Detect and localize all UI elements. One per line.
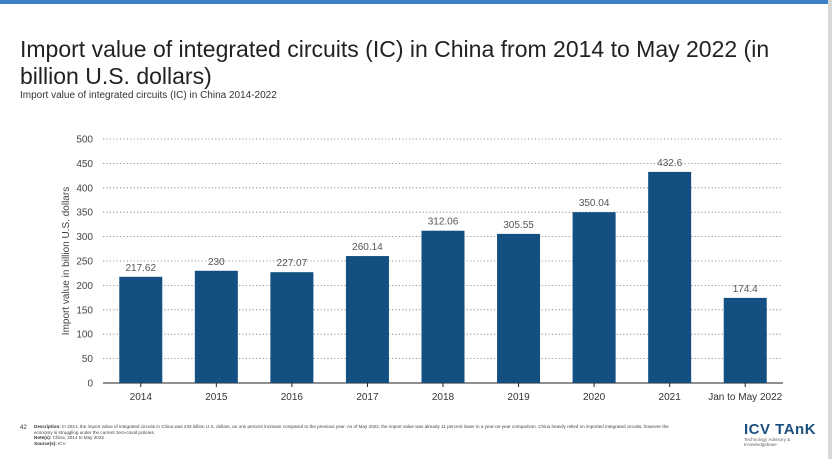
page-number: 42: [20, 425, 27, 431]
bar-value-label: 260.14: [352, 242, 383, 253]
footer-notes: Description: In 2021, the import value o…: [34, 424, 674, 446]
bar: [194, 270, 238, 383]
y-tick-label: 500: [76, 135, 93, 146]
chart-subtitle: Import value of integrated circuits (IC)…: [20, 90, 277, 101]
bar: [345, 256, 389, 383]
brand-logo: ICV TAnK: [744, 421, 817, 438]
y-tick-label: 300: [76, 232, 93, 243]
x-tick-label: 2019: [507, 392, 530, 403]
y-tick-label: 50: [82, 354, 94, 365]
notes-line: Note(s): China; 2014 to May 2022: [34, 435, 674, 441]
y-tick-label: 200: [76, 281, 93, 292]
bar: [270, 272, 314, 383]
page-title: Import value of integrated circuits (IC)…: [20, 36, 770, 89]
bar-value-label: 227.07: [277, 258, 308, 269]
x-tick-label: 2017: [356, 392, 379, 403]
x-tick-label: 2020: [583, 392, 606, 403]
bar-value-label: 312.06: [428, 217, 459, 228]
bar: [572, 212, 616, 383]
bar-value-label: 217.62: [125, 263, 156, 274]
bar: [497, 233, 541, 383]
y-tick-label: 250: [76, 257, 93, 268]
bar-value-label: 432.6: [657, 158, 682, 169]
top-accent-bar: [0, 0, 832, 4]
bar: [119, 276, 163, 383]
y-tick-label: 100: [76, 330, 93, 341]
description-label: Description:: [34, 424, 61, 429]
right-frame-edge: [828, 0, 832, 459]
description-text: In 2021, the import value of integrated …: [34, 424, 669, 435]
description-line: Description: In 2021, the import value o…: [34, 424, 674, 435]
brand-tagline: Technology Advisory & Knowledgebase: [744, 437, 791, 447]
x-tick-label: 2018: [432, 392, 455, 403]
bar: [723, 297, 767, 383]
bar: [648, 171, 692, 383]
bar-value-label: 350.04: [579, 198, 610, 209]
bar-value-label: 174.4: [733, 284, 758, 295]
x-tick-label: Jan to May 2022: [708, 392, 782, 403]
source-label: Source(s):: [34, 440, 57, 446]
source-text: ICV: [58, 440, 66, 446]
bar-value-label: 305.55: [503, 220, 534, 231]
notes-text: China; 2014 to May 2022: [52, 435, 104, 441]
y-tick-label: 0: [87, 379, 93, 390]
y-tick-label: 400: [76, 183, 93, 194]
source-line: Source(s): ICV: [34, 441, 674, 447]
y-tick-label: 450: [76, 159, 93, 170]
x-tick-label: 2014: [130, 392, 153, 403]
bar-value-label: 230: [208, 257, 225, 268]
y-tick-label: 350: [76, 208, 93, 219]
x-tick-label: 2016: [281, 392, 304, 403]
notes-label: Note(s):: [34, 435, 52, 441]
y-tick-label: 150: [76, 305, 93, 316]
y-axis-label: Import value in billion U.S. dollars: [61, 187, 72, 335]
x-tick-label: 2021: [659, 392, 682, 403]
bar: [421, 230, 465, 383]
x-tick-label: 2015: [205, 392, 228, 403]
